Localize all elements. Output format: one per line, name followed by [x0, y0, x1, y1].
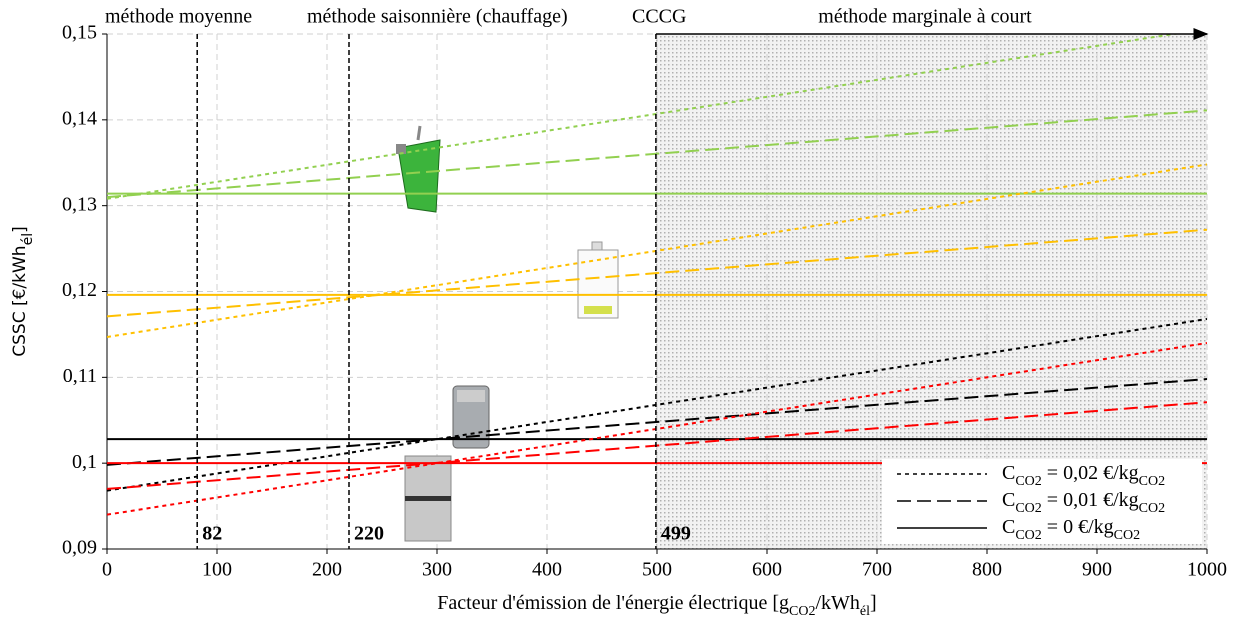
- label-part: C: [1002, 516, 1015, 538]
- subscript: él: [860, 604, 870, 618]
- x-tick-label: 600: [752, 559, 782, 581]
- subscript: CO2: [1139, 501, 1165, 516]
- subscript: CO2: [1114, 528, 1140, 543]
- series-line: [107, 34, 1181, 200]
- reference-label: 499: [661, 523, 691, 545]
- label-part: = 0 €/kg: [1042, 516, 1114, 538]
- x-tick-label: 900: [1082, 559, 1112, 581]
- gas-boiler-icon: [577, 241, 619, 319]
- x-axis-label: Facteur d'émission de l'énergie électriq…: [437, 592, 876, 618]
- series-line: [107, 163, 1207, 338]
- annotation: méthode marginale à court: [818, 6, 1032, 28]
- series-line: [107, 228, 1207, 318]
- series-line: [107, 342, 1207, 516]
- x-tick-label: 300: [422, 559, 452, 581]
- label-part: C: [1002, 462, 1015, 484]
- subscript: él: [20, 233, 36, 246]
- label-part: ]: [870, 592, 877, 614]
- x-tick-label: 800: [972, 559, 1002, 581]
- label-part: CSSC [€/kWh: [10, 245, 30, 356]
- reference-label: 220: [354, 523, 384, 545]
- condensing-unit-icon: [404, 455, 452, 542]
- subscript: CO2: [1015, 474, 1041, 489]
- legend-box: [882, 459, 1202, 544]
- series-lines: [107, 34, 1207, 516]
- subscript: CO2: [1139, 474, 1165, 489]
- y-tick-label: 0,09: [62, 537, 97, 559]
- y-tick-label: 0,1: [72, 451, 97, 473]
- y-tick-label: 0,13: [62, 193, 97, 215]
- reference-label: 82: [202, 523, 222, 545]
- y-tick-label: 0,11: [63, 365, 97, 387]
- label-part: /kWh: [815, 592, 859, 614]
- x-tick-label: 500: [642, 559, 672, 581]
- label-part: = 0,01 €/kg: [1042, 489, 1139, 511]
- annotation: CCCG: [632, 6, 686, 28]
- y-tick-label: 0,14: [62, 107, 97, 129]
- product-icons: [396, 125, 619, 542]
- x-tick-label: 100: [202, 559, 232, 581]
- legend-label: CCO2 = 0,02 €/kgCO2: [1002, 462, 1165, 489]
- x-tick-label: 400: [532, 559, 562, 581]
- subscript: CO2: [1015, 528, 1041, 543]
- pellet-boiler-icon: [396, 125, 441, 213]
- label-part: ]: [10, 226, 30, 233]
- label-part: = 0,02 €/kg: [1042, 462, 1139, 484]
- legend-label: CCO2 = 0 €/kgCO2: [1002, 516, 1140, 543]
- subscript: CO2: [789, 604, 815, 618]
- x-tick-label: 0: [102, 559, 112, 581]
- subscript: CO2: [1015, 501, 1041, 516]
- label-part: C: [1002, 489, 1015, 511]
- y-tick-label: 0,12: [62, 279, 97, 301]
- series-line: [107, 109, 1207, 199]
- annotation: méthode saisonnière (chauffage): [307, 6, 568, 28]
- annotation: méthode moyenne: [105, 6, 252, 28]
- series-line: [107, 317, 1207, 492]
- series-line: [107, 401, 1207, 490]
- series-line: [107, 378, 1207, 466]
- x-tick-label: 200: [312, 559, 342, 581]
- legend-label: CCO2 = 0,01 €/kgCO2: [1002, 489, 1165, 516]
- label-part: Facteur d'émission de l'énergie électriq…: [437, 592, 789, 614]
- x-tick-label: 700: [862, 559, 892, 581]
- x-tick-label: 1000: [1187, 559, 1227, 581]
- y-tick-label: 0,15: [62, 22, 97, 44]
- y-axis-label: CSSC [€/kWhél]: [10, 226, 36, 357]
